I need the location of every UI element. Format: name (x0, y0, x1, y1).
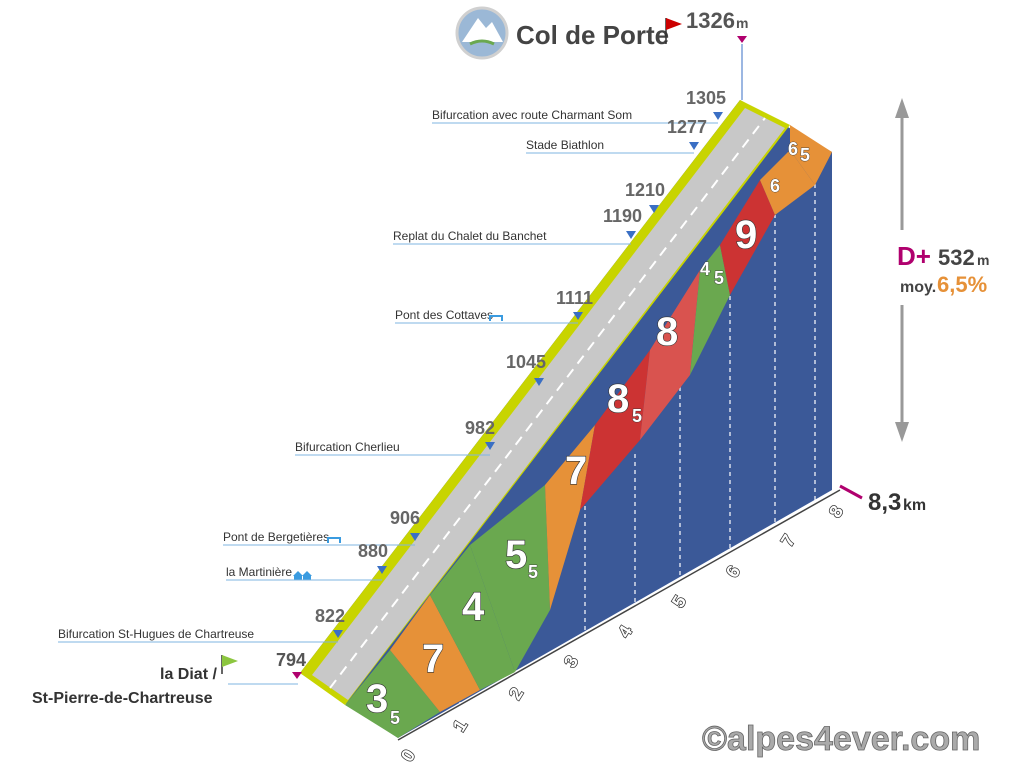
waypoint-marker-icon (713, 112, 723, 120)
segment-4 (470, 485, 550, 672)
waypoint-marker-icon (333, 630, 343, 638)
waypoint-altitude: 1277 (667, 117, 707, 137)
waypoint-marker-icon (626, 231, 636, 239)
segment-1 (345, 650, 440, 738)
summit-flag-icon (665, 18, 682, 44)
summit-marker-icon (737, 36, 747, 43)
waypoint-label: Pont de Bergetières (223, 530, 329, 544)
grade-8: 4 (700, 259, 710, 279)
waypoint-label: la Martinière (226, 565, 292, 579)
summit-altitude: 1326 (686, 8, 735, 33)
summit-name: Col de Porte (516, 20, 669, 50)
waypoint-marker-icon (410, 533, 420, 541)
avg-value: 6,5% (937, 272, 987, 297)
village-icon (293, 571, 312, 580)
avg-label: moy. (900, 279, 936, 296)
elevation-arrow (895, 98, 909, 442)
waypoint-marker-icon (485, 442, 495, 450)
segment-11 (790, 125, 832, 185)
waypoint-label: Bifurcation Cherlieu (295, 440, 400, 454)
waypoint-altitude: 1305 (686, 88, 726, 108)
waypoint-label: Bifurcation avec route Charmant Som (432, 108, 632, 122)
waypoint-label: Stade Biathlon (526, 138, 604, 152)
waypoint-altitude: 822 (315, 606, 345, 626)
road-centerline (329, 117, 766, 689)
segment-3 (430, 545, 515, 690)
segment-7 (640, 270, 700, 440)
gradient-labels: 3 5 7 4 5 5 7 8 5 8 4 5 9 6 6 5 (365, 139, 810, 729)
start-name-line2: St-Pierre-de-Chartreuse (32, 690, 213, 707)
distance-marker (839, 484, 863, 500)
waypoint-marker-icon (573, 312, 583, 320)
segment-5 (545, 425, 595, 610)
waypoint-altitude: 1045 (506, 352, 546, 372)
km-tick-4: 4 (614, 622, 636, 641)
grade-7: 8 (656, 310, 678, 354)
km-tick-3: 3 (560, 652, 582, 671)
gain-label: D+ (897, 241, 931, 271)
start-flag-icon (221, 655, 238, 674)
waypoint-altitude: 906 (390, 508, 420, 528)
waypoint-altitude: 982 (465, 418, 495, 438)
segment-2 (390, 595, 480, 712)
waypoint-marker-icon (377, 566, 387, 574)
grade-6-dec: 5 (632, 406, 642, 426)
summit-logo (455, 6, 509, 60)
gradient-segments (345, 125, 832, 738)
road-surface (312, 108, 785, 700)
waypoint-label: Bifurcation St-Hugues de Chartreuse (58, 627, 254, 641)
grade-4-dec: 5 (528, 562, 538, 582)
start-name-line1: la Diat / (160, 666, 217, 683)
grade-2: 7 (422, 637, 444, 681)
grade-11: 6 (788, 139, 798, 159)
bridge-icon (489, 315, 503, 321)
grade-9: 9 (735, 213, 757, 257)
grade-5: 7 (565, 449, 587, 493)
gain-value: 532 (938, 245, 975, 270)
km-tick-2: 2 (505, 684, 527, 703)
segment-10 (760, 150, 815, 215)
km-tick-0: 0 (397, 746, 419, 765)
grade-1: 3 (366, 677, 388, 721)
waypoint-altitude: 1210 (625, 180, 665, 200)
waypoint-label: Pont des Cottaves (395, 308, 493, 322)
grade-8-dec: 5 (714, 268, 724, 288)
km-tick-8: 8 (825, 502, 847, 521)
waypoint-altitude: 880 (358, 541, 388, 561)
copyright-watermark: ©alpes4ever.com (702, 720, 980, 758)
segment-9 (720, 180, 775, 295)
grade-4: 5 (505, 533, 527, 577)
km-tick-6: 6 (722, 562, 744, 581)
km-tick-5: 5 (668, 592, 690, 611)
grade-11-dec: 5 (800, 145, 810, 165)
gain-unit: m (977, 252, 989, 268)
distance-unit: km (903, 497, 926, 514)
km-tick-1: 1 (449, 716, 471, 735)
start-marker-icon (292, 672, 302, 679)
waypoint-marker-icon (649, 205, 659, 213)
grade-3: 4 (462, 585, 485, 629)
waypoint-marker-icon (534, 378, 544, 386)
waypoint-marker-icon (689, 142, 699, 150)
km-tick-7: 7 (777, 531, 799, 550)
wall-gridlines (459, 180, 816, 706)
waypoint-altitude: 1190 (603, 206, 642, 226)
start-altitude: 794 (276, 650, 306, 670)
grade-6: 8 (607, 377, 629, 421)
bridge-icon (327, 537, 341, 543)
waypoint-altitude: 1111 (556, 288, 593, 308)
segment-8 (690, 245, 730, 375)
waypoint-label: Replat du Chalet du Banchet (393, 229, 547, 243)
summit-unit: m (736, 15, 748, 31)
waypoints: 1305 Bifurcation avec route Charmant Som… (58, 88, 726, 643)
grade-10: 6 (770, 176, 780, 196)
segment-6 (580, 350, 650, 510)
grade-1-dec: 5 (390, 708, 400, 728)
distance-value: 8,3 (868, 489, 901, 516)
